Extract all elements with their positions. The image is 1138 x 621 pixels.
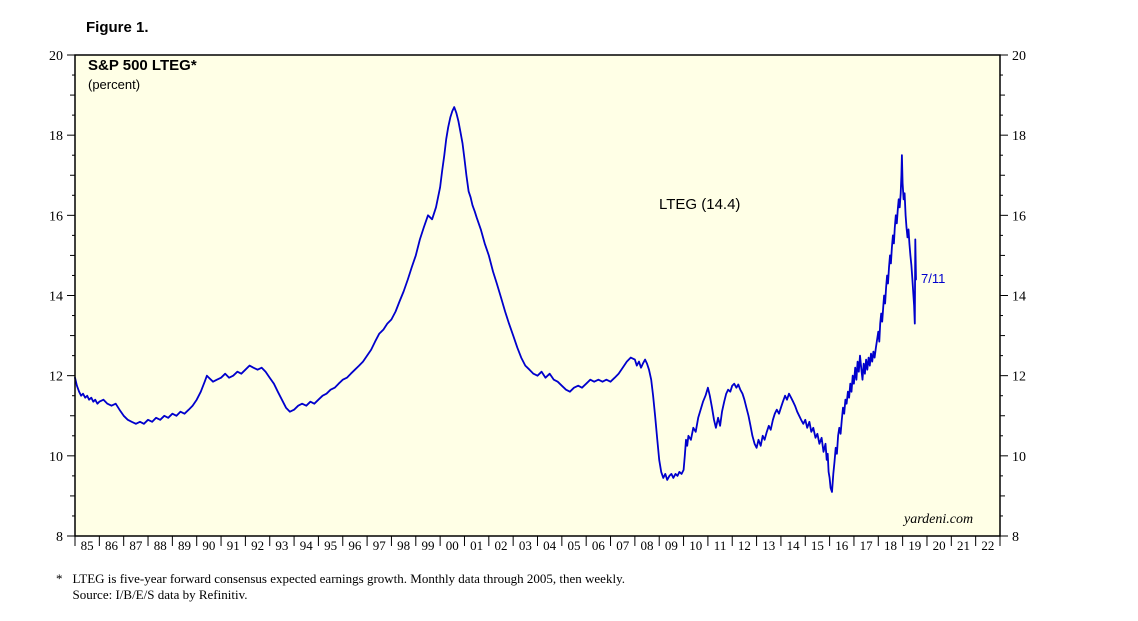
x-tick-label: 94 [300,538,314,553]
figure-label: Figure 1. [86,19,149,36]
x-tick-label: 99 [421,538,434,553]
y-tick-label-right: 14 [1012,290,1026,305]
x-tick-label: 96 [348,538,362,553]
x-tick-label: 07 [616,538,630,553]
x-tick-label: 98 [397,538,410,553]
x-tick-label: 89 [178,538,191,553]
series-annotation: LTEG (14.4) [659,196,741,213]
y-tick-label-left: 10 [49,450,63,465]
x-tick-label: 22 [981,538,994,553]
footnote: * LTEG is five-year forward consensus ex… [56,571,625,603]
y-tick-label-left: 14 [49,290,63,305]
y-tick-label-left: 12 [49,370,63,385]
x-tick-label: 06 [592,538,606,553]
x-tick-label: 91 [227,538,240,553]
x-tick-label: 90 [202,538,215,553]
y-tick-label-left: 18 [49,129,63,144]
lteg-series-line [74,106,917,493]
x-tick-label: 20 [933,538,946,553]
x-tick-label: 14 [787,538,801,553]
y-tick-label-left: 20 [49,49,63,64]
x-tick-label: 93 [275,538,288,553]
x-tick-label: 97 [373,538,387,553]
footnote-source: Source: I/B/E/S data by Refinitiv. [72,587,248,602]
x-tick-label: 12 [738,538,751,553]
x-tick-label: 21 [957,538,970,553]
plot-frame [74,54,1001,537]
y-tick-label-right: 10 [1012,450,1026,465]
y-tick-label-left: 8 [56,530,63,545]
x-tick-label: 09 [665,538,678,553]
watermark-yardeni: yardeni.com [904,512,974,527]
chart-subtitle: (percent) [88,77,141,92]
x-tick-label: 10 [689,538,702,553]
x-tick-label: 92 [251,538,264,553]
footnote-asterisk: * [56,571,63,586]
x-tick-label: 17 [860,538,874,553]
y-tick-label-right: 18 [1012,129,1026,144]
x-tick-label: 16 [835,538,849,553]
plot-background [75,55,1000,536]
x-tick-label: 04 [543,538,557,553]
x-tick-label: 87 [129,538,143,553]
x-tick-label: 00 [446,538,459,553]
x-tick-label: 13 [762,538,775,553]
x-tick-label: 02 [494,538,507,553]
x-tick-label: 05 [568,538,581,553]
latest-datapoint-label: 7/11 [921,271,946,286]
x-tick-label: 03 [519,538,532,553]
x-tick-label: 85 [81,538,94,553]
footnote-definition: LTEG is five-year forward consensus expe… [72,571,625,586]
x-tick-label: 95 [324,538,337,553]
x-tick-label: 01 [470,538,483,553]
x-tick-label: 88 [154,538,167,553]
x-tick-label: 15 [811,538,824,553]
y-tick-label-right: 20 [1012,49,1026,64]
y-tick-label-right: 8 [1012,530,1019,545]
y-tick-label-left: 16 [49,209,63,224]
x-tick-label: 18 [884,538,897,553]
chart-title: S&P 500 LTEG* [88,57,197,74]
x-tick-label: 08 [641,538,654,553]
x-tick-label: 11 [714,538,727,553]
y-tick-label-right: 12 [1012,370,1026,385]
x-tick-label: 19 [908,538,921,553]
x-tick-label: 86 [105,538,119,553]
y-tick-label-right: 16 [1012,209,1026,224]
